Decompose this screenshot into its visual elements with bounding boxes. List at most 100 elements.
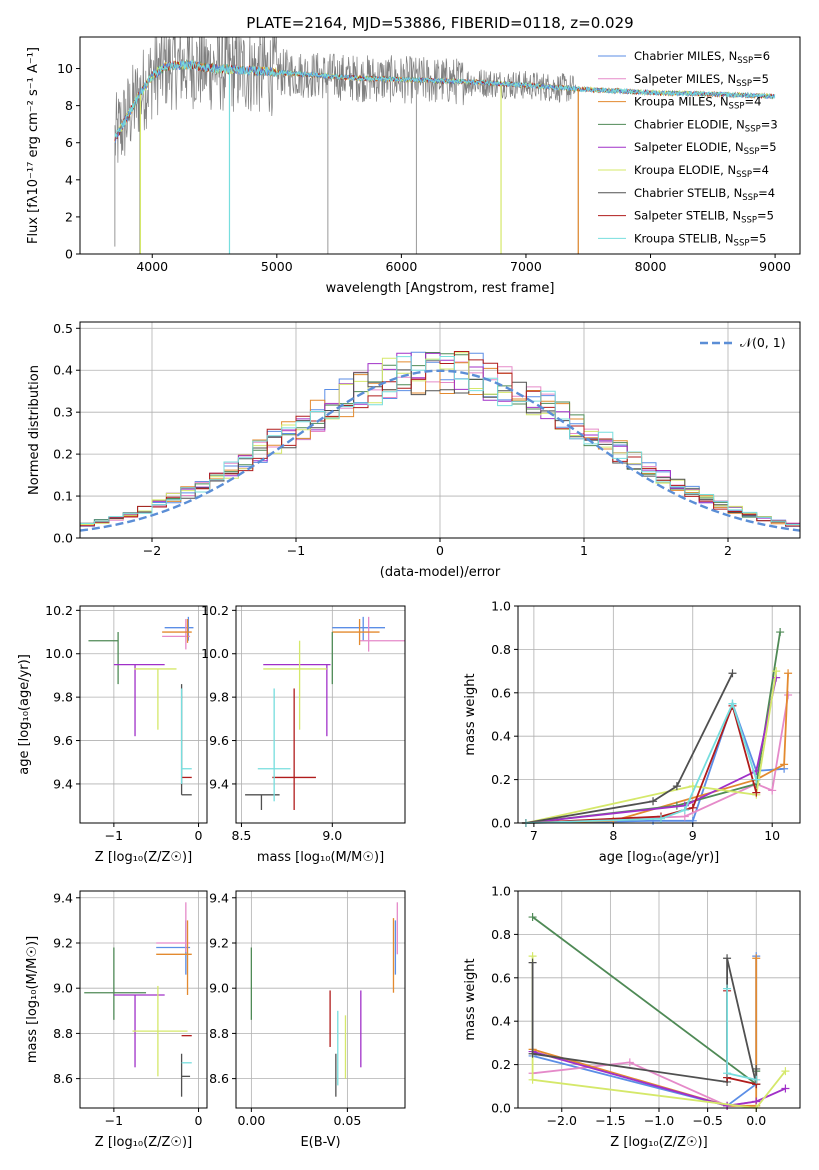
legend-label-main: Kroupa STELIB, N <box>634 231 734 245</box>
weight-marker-kroupa_stelib <box>728 699 737 708</box>
legend-label-sub: SSP <box>737 56 753 66</box>
x-tick-label: 7 <box>530 828 538 843</box>
x-tick-label: 8 <box>609 828 617 843</box>
weight-marker-chabrier_stelib <box>528 958 537 967</box>
panel-residuals: −2 −1 0 1 2 0.0 0.1 0.2 0.3 0.4 0.5 (data-model)/er… <box>27 321 801 580</box>
weight-marker-salpeter_miles <box>625 1058 634 1067</box>
weight-line-salpeter_elodie <box>525 677 778 824</box>
y-tick-label: 0 <box>65 247 73 262</box>
y-tick-label: 0.0 <box>491 1101 511 1116</box>
weight-marker-chabrier_stelib <box>723 954 732 963</box>
weight-marker-salpeter_stelib <box>688 803 697 812</box>
legend-label: Salpeter ELODIE, NSSP=5 <box>634 140 777 157</box>
x-axis-label: (data-model)/error <box>380 565 501 580</box>
axes-frame <box>79 890 208 1109</box>
legend-label: Kroupa STELIB, NSSP=5 <box>634 231 766 248</box>
legend-label-sub: SSP <box>744 147 760 157</box>
x-tick-label: −2 <box>143 543 161 558</box>
y-tick-label: 6 <box>65 135 73 150</box>
plot-area-mass_vs_EBV <box>250 902 398 1097</box>
weight-marker-chabrier_stelib <box>649 797 658 806</box>
legend-label: Salpeter MILES, NSSP=5 <box>634 72 769 89</box>
y-tick-label: 0.6 <box>491 685 511 700</box>
legend-label: Kroupa MILES, NSSP=4 <box>634 95 761 112</box>
weight-marker-kroupa_stelib <box>656 814 665 823</box>
histogram-salpeter_stelib <box>80 351 800 527</box>
x-tick-label: 0.05 <box>333 1113 361 1128</box>
x-tick-label: −1 <box>287 543 305 558</box>
x-axis-label: wavelength [Angstrom, rest frame] <box>326 281 555 296</box>
y-tick-label: 9.2 <box>209 935 229 950</box>
x-tick-label: 9.0 <box>322 828 342 843</box>
weight-marker-kroupa_miles <box>780 760 789 769</box>
x-tick-label: −2.0 <box>547 1113 577 1128</box>
legend-label-tail: =4 <box>744 95 761 109</box>
y-tick-label: 9.8 <box>53 690 73 705</box>
plot-area-weight_vs_age <box>521 628 793 827</box>
y-tick-label: 9.0 <box>53 981 73 996</box>
weight-marker-kroupa_elodie <box>772 667 781 676</box>
y-tick-label: 9.8 <box>209 690 229 705</box>
legend-label-tail: =5 <box>752 72 769 86</box>
y-tick-label: 10.0 <box>201 646 229 661</box>
panel-mass_vs_Z: −1 0 8.6 8.8 9.0 9.2 9.4 Z [log₁₀(Z/Z☉)] mass [l… <box>25 890 208 1150</box>
weight-marker-chabrier_stelib <box>672 782 681 791</box>
y-tick-label: 1.0 <box>491 884 511 899</box>
y-tick-label: 10.0 <box>45 646 73 661</box>
y-tick-label: 0.8 <box>491 927 511 942</box>
x-tick-label: −1 <box>105 828 123 843</box>
legend-label: 𝒩(0, 1) <box>740 335 786 350</box>
legend-label: Kroupa ELODIE, NSSP=4 <box>634 163 769 180</box>
legend-label-sub: SSP <box>745 124 761 134</box>
plot-area-weight_vs_Z <box>528 913 790 1112</box>
legend-label-main: Salpeter ELODIE, N <box>634 140 744 154</box>
weight-line-chabrier_miles <box>525 700 785 824</box>
weight-line-kroupa_elodie <box>525 670 778 824</box>
y-tick-label: 9.4 <box>53 890 73 905</box>
panel-weight_vs_Z: −2.0 −1.5 −1.0 −0.5 0.0 0.0 0.2 0.4 0.6 0.8 1.0 Z [… <box>463 884 801 1150</box>
y-axis-label: age [log₁₀(age/yr)] <box>17 654 32 775</box>
x-tick-label: 0.0 <box>746 1113 766 1128</box>
legend-label: Salpeter STELIB, NSSP=5 <box>634 209 774 226</box>
x-tick-label: −1.0 <box>644 1113 674 1128</box>
y-tick-label: 9.4 <box>209 776 229 791</box>
y-axis-label: mass [log₁₀(M/M☉)] <box>25 936 40 1063</box>
x-tick-label: −1.5 <box>595 1113 625 1128</box>
legend-label-main: Chabrier MILES, N <box>634 49 737 63</box>
legend-label-tail: =4 <box>752 163 769 177</box>
x-tick-label: 6000 <box>385 259 417 274</box>
plot-area-mass_vs_Z <box>84 902 192 1097</box>
weight-marker-kroupa_elodie <box>781 1067 790 1076</box>
y-tick-label: 9.4 <box>53 776 73 791</box>
weight-marker-salpeter_stelib <box>752 788 761 797</box>
legend-label: Chabrier MILES, NSSP=6 <box>634 49 770 66</box>
legend-label: Chabrier STELIB, NSSP=4 <box>634 186 775 203</box>
normal-curve <box>80 369 800 532</box>
plot-area-spectrum <box>114 37 776 254</box>
x-axis-label: Z [log₁₀(Z/Z☉)] <box>95 850 192 865</box>
legend-label-main: Chabrier STELIB, N <box>634 186 742 200</box>
axes-frame <box>235 605 406 824</box>
y-tick-label: 8.8 <box>53 1026 73 1041</box>
axes-frame <box>235 890 406 1109</box>
weight-marker-chabrier_elodie <box>776 628 785 637</box>
legend-label-main: Kroupa MILES, N <box>634 95 729 109</box>
y-tick-label: 0.1 <box>53 489 73 504</box>
y-tick-label: 0.4 <box>491 729 511 744</box>
weight-marker-kroupa_stelib <box>680 805 689 814</box>
x-axis-label: age [log₁₀(age/yr)] <box>599 850 720 865</box>
x-tick-label: 0 <box>436 543 444 558</box>
weight-line-salpeter_elodie <box>532 1050 786 1107</box>
legend-label-main: Salpeter MILES, N <box>634 72 736 86</box>
x-tick-label: 1 <box>580 543 588 558</box>
charts: 4000 5000 6000 7000 8000 90000246810wavelengt… <box>17 36 801 1150</box>
x-tick-label: 7000 <box>510 259 542 274</box>
legend-label-main: Chabrier ELODIE, N <box>634 117 745 131</box>
y-tick-label: 0.3 <box>53 405 73 420</box>
weight-marker-kroupa_elodie <box>528 1075 537 1084</box>
y-tick-label: 2 <box>65 209 73 224</box>
y-tick-label: 0.6 <box>491 970 511 985</box>
plot-area-age_vs_mass <box>245 616 405 810</box>
